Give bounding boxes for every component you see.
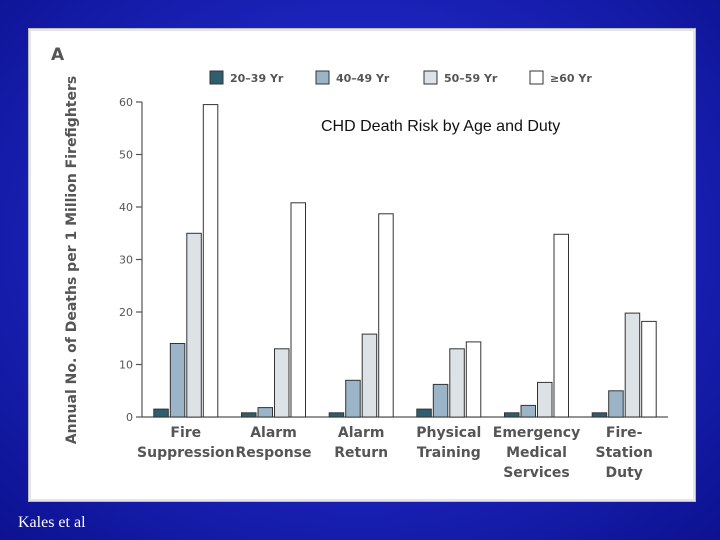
category-label: Training bbox=[417, 445, 481, 461]
bar bbox=[186, 232, 202, 418]
bar bbox=[345, 379, 361, 418]
bar bbox=[537, 381, 553, 418]
category-label: Suppression bbox=[137, 445, 235, 461]
category-label: Fire bbox=[170, 425, 201, 441]
bar bbox=[257, 407, 273, 418]
bar bbox=[274, 348, 290, 418]
bar bbox=[416, 408, 432, 418]
bar bbox=[608, 390, 624, 418]
category-label: Emergency bbox=[493, 425, 580, 441]
bar bbox=[328, 412, 345, 418]
legend-label: 40–49 Yr bbox=[336, 72, 390, 85]
bar bbox=[361, 333, 378, 418]
bar bbox=[378, 213, 394, 418]
category-label: Return bbox=[334, 445, 388, 461]
overlay-title: CHD Death Risk by Age and Duty bbox=[321, 118, 561, 135]
bar bbox=[553, 233, 569, 418]
y-tick-label: 30 bbox=[119, 254, 133, 267]
legend-swatch bbox=[315, 70, 330, 85]
bar bbox=[290, 202, 306, 418]
y-tick-label: 20 bbox=[119, 306, 133, 319]
y-tick-label: 60 bbox=[119, 96, 133, 109]
y-tick-label: 10 bbox=[119, 359, 133, 372]
category-label: Medical bbox=[506, 445, 567, 461]
category-label: Services bbox=[503, 465, 570, 481]
category-label: Physical bbox=[416, 425, 481, 441]
category-label: Alarm bbox=[338, 425, 385, 441]
bar bbox=[169, 343, 186, 418]
category-label: Fire- bbox=[606, 425, 643, 441]
legend-label: ≥60 Yr bbox=[550, 72, 592, 85]
category-label: Station bbox=[596, 445, 653, 461]
chart-panel: A bbox=[28, 28, 696, 502]
y-tick-label: 0 bbox=[126, 411, 133, 424]
bar bbox=[465, 341, 482, 418]
category-label: Response bbox=[235, 445, 311, 461]
legend-swatch bbox=[209, 70, 224, 85]
bar bbox=[241, 412, 257, 418]
bar bbox=[591, 412, 608, 418]
legend-label: 20–39 Yr bbox=[230, 72, 284, 85]
bar bbox=[202, 104, 219, 418]
y-axis-title: Annual No. of Deaths per 1 Million Firef… bbox=[64, 76, 80, 444]
bar bbox=[624, 312, 641, 418]
legend-label: 50–59 Yr bbox=[444, 72, 498, 85]
bar bbox=[504, 412, 520, 418]
category-label: Duty bbox=[605, 465, 642, 481]
y-tick-label: 50 bbox=[119, 149, 133, 162]
legend-swatch bbox=[423, 70, 438, 85]
bar bbox=[520, 404, 536, 418]
bar bbox=[432, 383, 449, 418]
y-tick-label: 40 bbox=[119, 201, 133, 214]
legend-swatch bbox=[529, 70, 544, 85]
bar bbox=[449, 348, 465, 418]
bar bbox=[641, 320, 657, 418]
category-label: Alarm bbox=[250, 425, 297, 441]
credit-text: Kales et al bbox=[18, 514, 86, 531]
bar bbox=[153, 408, 169, 418]
panel-letter: A bbox=[51, 45, 65, 65]
